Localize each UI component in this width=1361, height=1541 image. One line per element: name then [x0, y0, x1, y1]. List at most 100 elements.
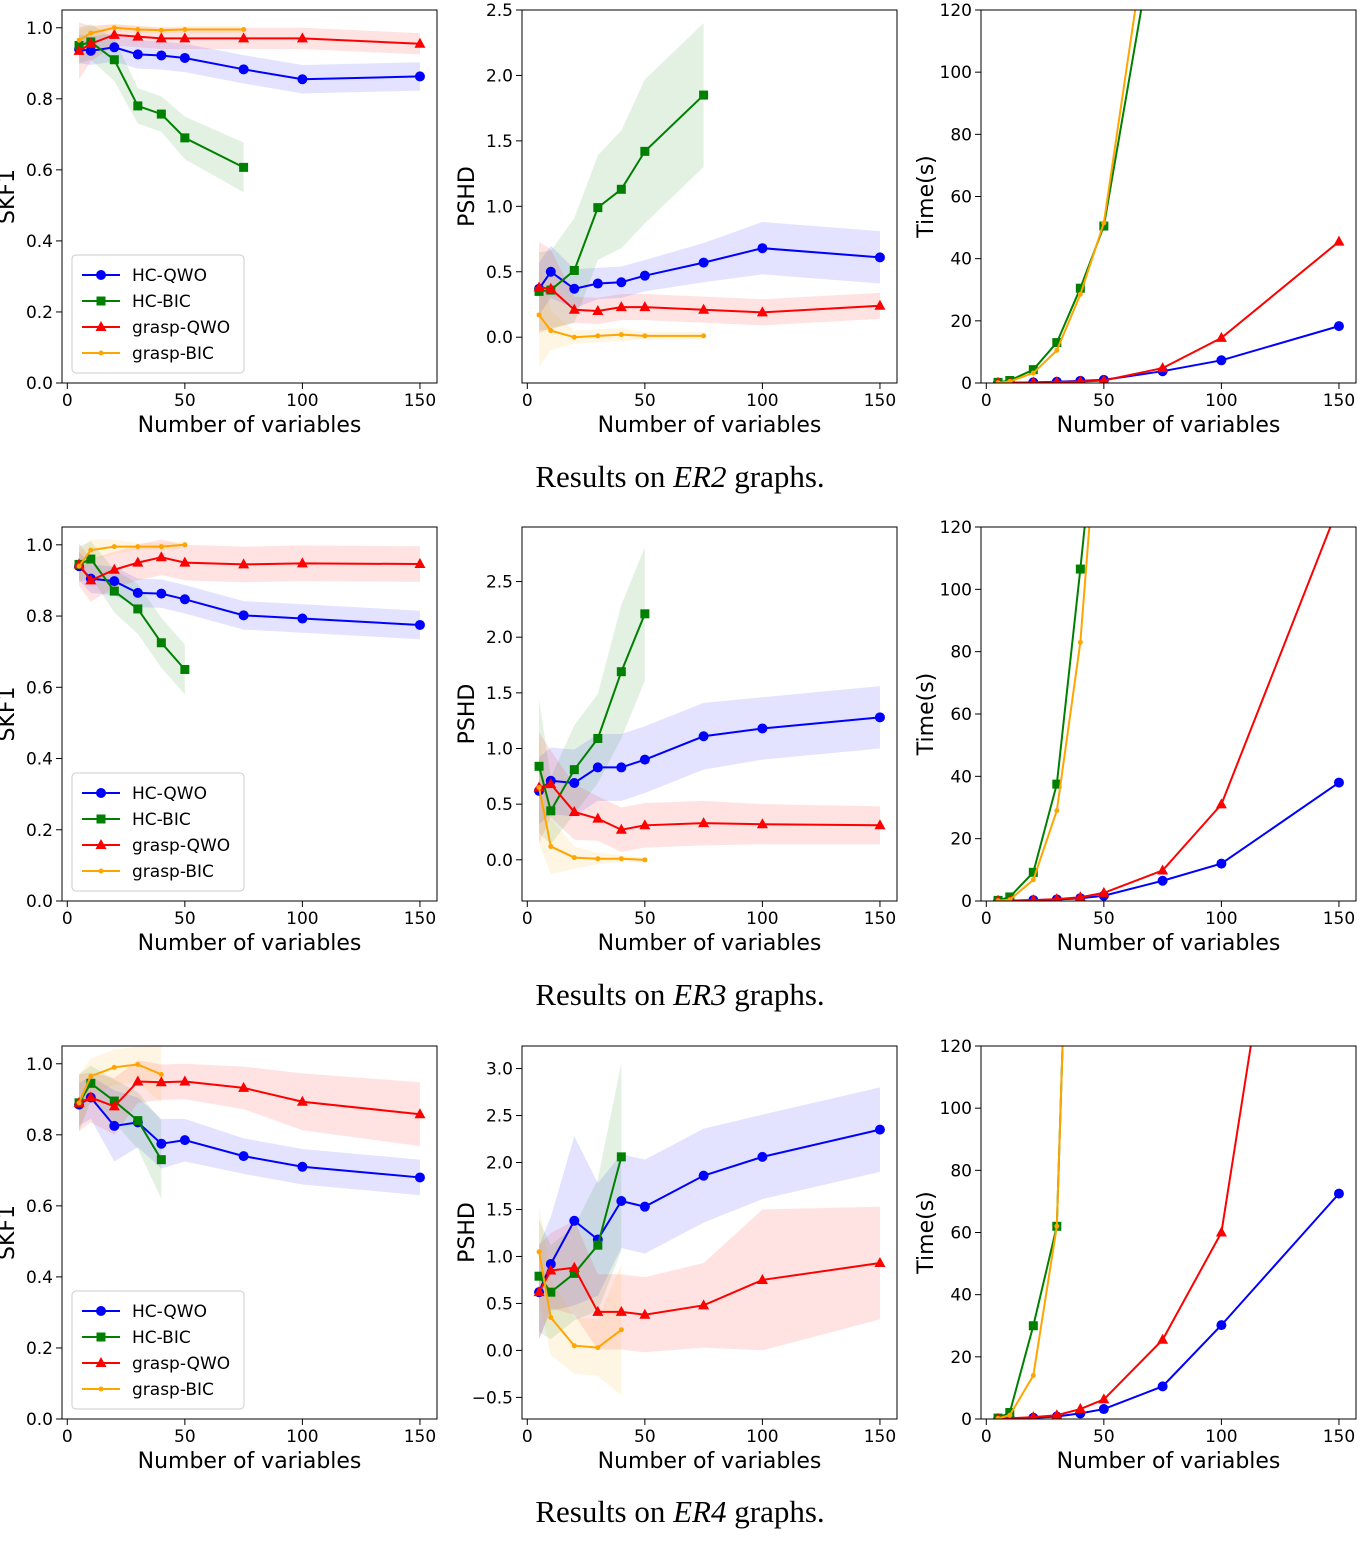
- marker: [616, 1196, 627, 1207]
- marker: [569, 1268, 579, 1278]
- x-axis-label: Number of variables: [138, 931, 362, 956]
- chart: 0 50 100 150 0.0 0.5 1.0 1.5 2.0 2.5 Number of var…: [455, 1, 898, 438]
- y-tick-label: 120: [940, 1, 972, 21]
- x-tick-label: 150: [864, 909, 896, 929]
- marker: [698, 303, 710, 314]
- marker: [238, 558, 250, 569]
- plot-area: [533, 23, 886, 368]
- marker: [1052, 779, 1062, 789]
- marker: [571, 855, 577, 861]
- x-tick-label: 50: [634, 391, 656, 411]
- y-tick-label: 0.6: [26, 161, 53, 181]
- chart: 0 50 100 150 0.0 0.2 0.4 0.6 0.8 1.0 Number of var…: [0, 1045, 438, 1474]
- legend-label: HC-QWO: [132, 1302, 207, 1322]
- marker: [995, 380, 1001, 383]
- marker: [592, 305, 604, 316]
- x-axis-label: Number of variables: [598, 413, 822, 438]
- legend-box: [71, 254, 245, 374]
- x-tick-label: 50: [174, 391, 196, 411]
- y-tick-label: 0.4: [26, 1268, 53, 1288]
- marker: [548, 843, 554, 849]
- marker: [1029, 894, 1038, 901]
- marker: [1052, 893, 1062, 901]
- marker: [756, 818, 768, 829]
- y-tick-label: 1.5: [486, 1200, 513, 1220]
- marker: [95, 321, 107, 331]
- marker: [1098, 1393, 1110, 1404]
- x-axis-label: Number of variables: [598, 1449, 822, 1474]
- marker: [616, 1152, 626, 1162]
- marker: [995, 1415, 1001, 1419]
- marker: [85, 574, 97, 585]
- marker: [757, 1151, 768, 1162]
- y-tick-label: 20: [950, 1348, 972, 1368]
- series-line: [998, 1192, 1340, 1419]
- legend-label: grasp-BIC: [132, 862, 214, 882]
- marker: [536, 312, 542, 318]
- marker: [238, 610, 249, 621]
- x-tick-label: 50: [174, 1427, 196, 1447]
- marker: [155, 1076, 167, 1087]
- y-axis-label: Time(s): [914, 673, 939, 756]
- y-tick-label: 1.5: [486, 132, 513, 152]
- marker: [98, 1386, 104, 1392]
- y-tick-label: 80: [950, 1161, 972, 1181]
- marker: [1078, 484, 1083, 489]
- marker: [1215, 331, 1227, 342]
- plot-area: [993, 484, 1344, 1419]
- marker: [239, 162, 249, 172]
- plot-area: [73, 1046, 426, 1199]
- y-tick-label: 0.5: [486, 795, 513, 815]
- marker: [297, 613, 308, 624]
- marker: [1054, 1223, 1060, 1229]
- marker: [1075, 564, 1085, 574]
- marker: [1028, 365, 1038, 375]
- marker: [297, 1161, 308, 1172]
- marker: [1028, 1411, 1038, 1419]
- x-tick-label: 0: [522, 909, 533, 929]
- error-band: [539, 686, 880, 825]
- plot-frame: [980, 526, 1357, 902]
- chart: 0 50 100 150 0.0 0.2 0.4 0.6 0.8 1.0 Number of var…: [0, 9, 438, 438]
- marker: [616, 762, 627, 773]
- marker: [698, 731, 709, 742]
- marker: [109, 42, 120, 53]
- series-line: [538, 613, 646, 814]
- marker: [698, 1170, 709, 1181]
- marker: [533, 281, 545, 292]
- x-tick-label: 100: [1205, 1427, 1237, 1447]
- x-axis-label: Number of variables: [138, 413, 362, 438]
- marker: [1077, 291, 1083, 297]
- marker: [108, 28, 120, 39]
- marker: [182, 542, 188, 548]
- x-tick-label: 50: [174, 909, 196, 929]
- marker: [109, 55, 119, 65]
- marker: [1076, 375, 1085, 383]
- marker: [179, 556, 191, 567]
- marker: [108, 1100, 120, 1111]
- marker: [1333, 777, 1344, 788]
- y-tick-label: 0.0: [26, 374, 53, 394]
- x-tick-label: 0: [62, 909, 73, 929]
- chart: 0 50 100 150 −0.5 0.0 0.5 1.0 1.5 2.0 2.5 3.0 Number…: [455, 1045, 898, 1474]
- marker: [639, 754, 650, 765]
- marker: [135, 27, 141, 33]
- caption-text: Results on: [535, 1494, 673, 1529]
- marker: [698, 817, 710, 828]
- y-tick-label: 0.5: [486, 263, 513, 283]
- y-axis-label: Time(s): [914, 155, 939, 238]
- marker: [1074, 1403, 1086, 1414]
- marker: [1101, 338, 1106, 343]
- x-axis-label: Number of variables: [598, 931, 822, 956]
- y-tick-label: 3.0: [486, 1060, 513, 1080]
- plot-area: [73, 22, 426, 193]
- y-tick-label: 40: [950, 250, 972, 270]
- plot-frame: [61, 1045, 438, 1420]
- series-line: [998, 527, 1332, 901]
- x-tick-label: 0: [981, 1427, 992, 1447]
- legend-label: HC-QWO: [132, 266, 207, 286]
- error-band: [79, 539, 420, 602]
- y-axis-label: PSHD: [455, 684, 480, 745]
- y-tick-label: 60: [950, 188, 972, 208]
- y-tick-label: 1.0: [486, 197, 513, 217]
